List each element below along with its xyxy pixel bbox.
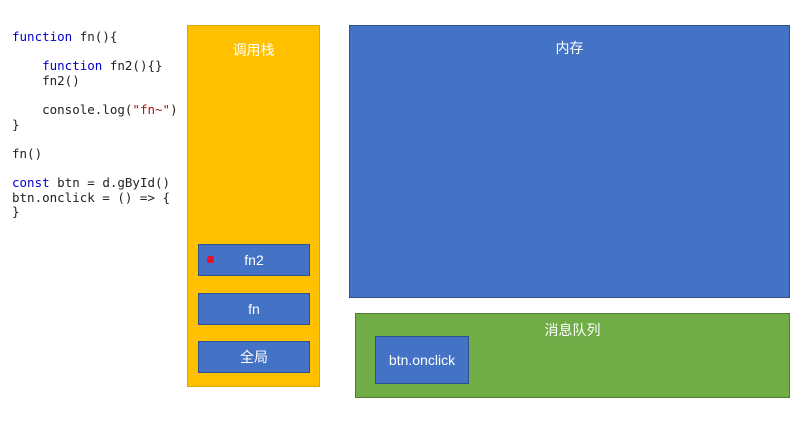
code-line: const btn = d.gById()	[12, 174, 178, 191]
code-token: }	[12, 204, 20, 220]
code-token: }	[12, 116, 20, 132]
code-line: btn.onclick = () => {	[12, 189, 178, 206]
code-line	[12, 45, 178, 60]
code-token: fn(){	[72, 29, 118, 44]
stack-frame-label: 全局	[240, 349, 268, 365]
code-line: }	[12, 116, 178, 133]
code-token: "fn~"	[132, 101, 171, 117]
code-token: const	[12, 174, 50, 190]
queue-task-btn-onclick: btn.onclick	[375, 336, 469, 384]
code-token: function	[12, 29, 73, 44]
stack-frame-fn: fn	[198, 293, 310, 325]
code-line: fn()	[12, 145, 178, 162]
code-line: }	[12, 204, 178, 220]
message-queue-title: 消息队列	[544, 323, 601, 339]
memory-panel: 内存	[349, 25, 790, 298]
stack-frame-label: fn2	[244, 252, 264, 268]
code-token	[12, 58, 42, 73]
code-token: btn = d.gById()	[49, 174, 171, 190]
call-stack-title: 调用栈	[232, 43, 275, 59]
code-line: console.log("fn~")	[12, 101, 178, 118]
message-queue-panel: 消息队列 btn.onclick	[355, 313, 790, 398]
queue-task-label: btn.onclick	[388, 352, 456, 368]
code-token: )	[170, 101, 178, 117]
code-snippet: function fn(){ function fn2(){} fn2() co…	[12, 29, 178, 220]
code-token: function	[42, 58, 103, 74]
code-line	[12, 132, 178, 147]
code-line: fn2()	[12, 72, 178, 89]
code-token: fn2(){}	[102, 58, 163, 74]
call-stack-panel: 调用栈 fn2 fn 全局	[187, 25, 320, 387]
stack-frame-fn2: fn2	[198, 244, 310, 276]
memory-title: 内存	[555, 41, 584, 57]
code-token: console.log(	[12, 101, 133, 117]
code-line	[12, 161, 178, 176]
code-token: btn.onclick = () => {	[12, 189, 171, 205]
code-line: function fn2(){}	[12, 58, 178, 74]
stack-frame-global: 全局	[198, 341, 310, 373]
code-token: fn2()	[12, 72, 80, 88]
stack-frame-label: fn	[248, 301, 260, 317]
execution-marker-icon	[207, 256, 214, 263]
code-line	[12, 88, 178, 103]
code-line: function fn(){	[12, 29, 178, 45]
code-token: fn()	[12, 145, 43, 161]
